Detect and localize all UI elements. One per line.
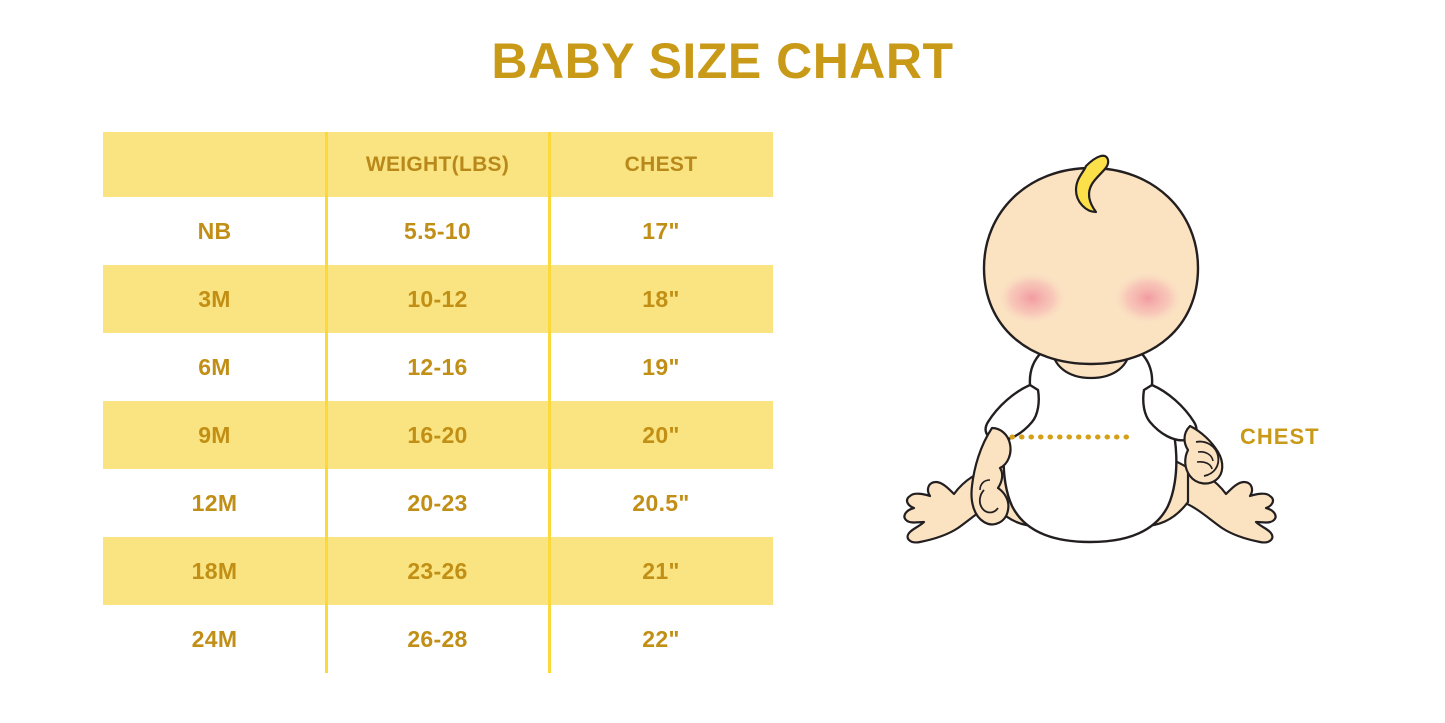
cell-weight: 23-26	[407, 557, 468, 584]
cell-chest: 20.5"	[632, 489, 690, 516]
cell-chest: 18"	[642, 285, 680, 312]
cell-weight: 16-20	[407, 421, 468, 448]
blush-left	[996, 271, 1068, 325]
hair-curl-icon	[1074, 154, 1110, 214]
table-row: 12M 20-23 20.5"	[103, 469, 773, 537]
baby-illustration	[880, 150, 1300, 610]
cell-weight: 20-23	[407, 489, 468, 516]
cell-weight: 12-16	[407, 353, 468, 380]
cell-chest: 19"	[642, 353, 680, 380]
cell-size: 24M	[191, 625, 238, 652]
table-row: 3M 10-12 18"	[103, 265, 773, 333]
baby-arms	[970, 424, 1224, 526]
cell-weight: 26-28	[407, 625, 468, 652]
baby-head	[982, 166, 1200, 366]
column-header-weight: WEIGHT(LBS)	[365, 152, 510, 176]
table-row: 18M 23-26 21"	[103, 537, 773, 605]
table-row: 9M 16-20 20"	[103, 401, 773, 469]
cell-size: 18M	[191, 557, 238, 584]
column-divider-2	[548, 132, 551, 673]
cell-weight: 10-12	[407, 285, 468, 312]
size-table: WEIGHT(LBS) CHEST NB 5.5-10 17" 3M 10-12…	[103, 132, 773, 673]
cell-size: 9M	[198, 421, 231, 448]
cell-size: 3M	[198, 285, 231, 312]
cell-chest: 21"	[642, 557, 680, 584]
column-divider-1	[325, 132, 328, 673]
table-row: 24M 26-28 22"	[103, 605, 773, 673]
cell-size: 12M	[191, 489, 238, 516]
cell-weight: 5.5-10	[403, 217, 471, 244]
table-row: NB 5.5-10 17"	[103, 197, 773, 265]
column-header-chest: CHEST	[624, 152, 698, 176]
cell-chest: 22"	[642, 625, 680, 652]
table-row: 6M 12-16 19"	[103, 333, 773, 401]
cell-size: 6M	[198, 353, 231, 380]
cell-chest: 20"	[642, 421, 680, 448]
table-header-row: WEIGHT(LBS) CHEST	[103, 132, 773, 197]
cell-size: NB	[197, 217, 232, 244]
cell-chest: 17"	[642, 217, 680, 244]
blush-right	[1112, 271, 1184, 325]
page-title: BABY SIZE CHART	[491, 33, 954, 89]
chest-measurement-label: CHEST	[1240, 424, 1320, 449]
